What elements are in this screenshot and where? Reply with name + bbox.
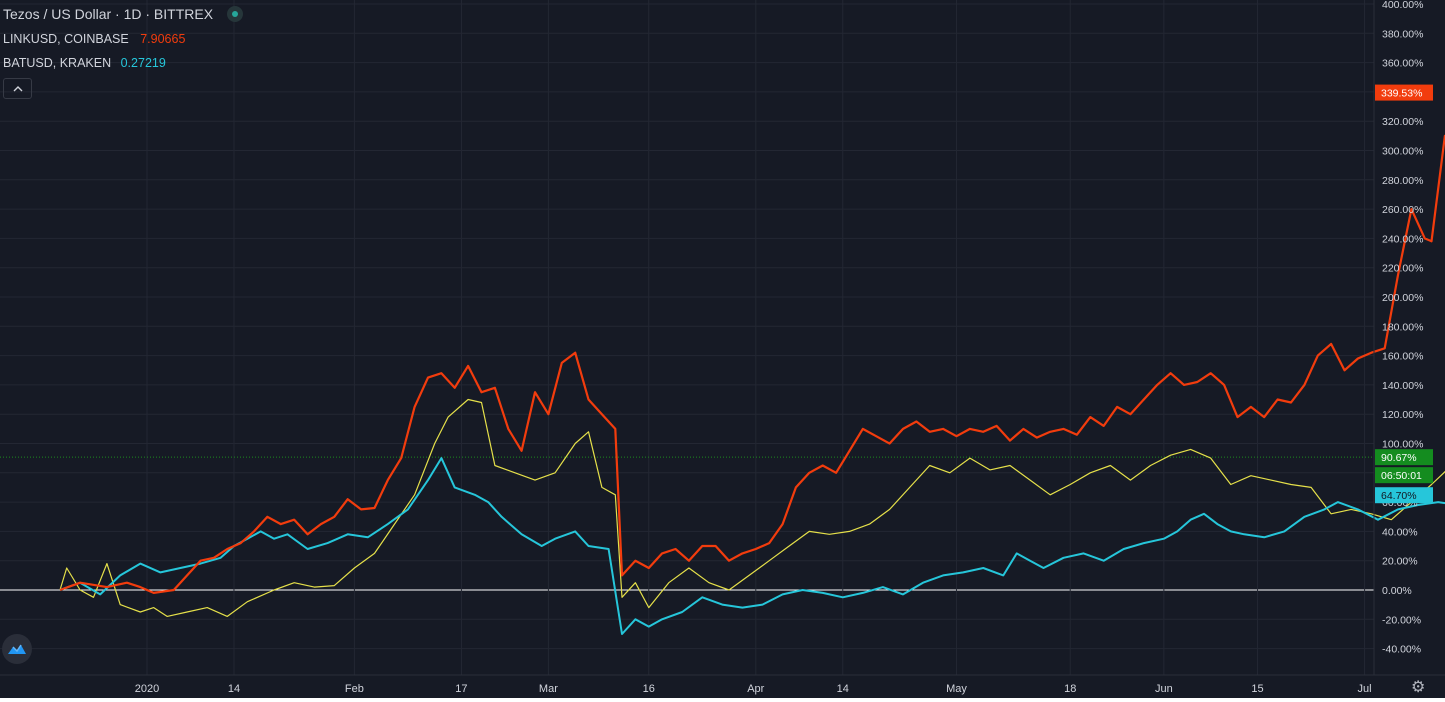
logo-glyph [8, 644, 26, 654]
price-scale-badges: 339.53% 90.67% 06:50:01 64.70% [1375, 84, 1433, 504]
x-tick-label: Feb [345, 683, 364, 695]
series-line-linkusd [59, 134, 1445, 594]
market-status-icon [226, 6, 243, 22]
y-tick-label: 40.00% [1382, 526, 1418, 538]
x-tick-label: 18 [1064, 683, 1076, 695]
y-tick-label: 360.00% [1382, 58, 1423, 70]
x-tick-label: Jun [1155, 683, 1173, 695]
chart-series [59, 134, 1445, 635]
chart-grid [0, 0, 1374, 675]
bat-symbol-label: BATUSD, KRAKEN [3, 56, 112, 70]
bat-price-badge-bg [1375, 487, 1433, 504]
compare-legend-bat[interactable]: BATUSD, KRAKEN 0.27219 [3, 56, 166, 70]
chevron-up-icon [13, 85, 22, 91]
y-tick-label: 380.00% [1382, 28, 1423, 40]
bottom-border [0, 698, 1445, 702]
y-tick-label: 180.00% [1382, 321, 1423, 333]
y-tick-label: 220.00% [1382, 263, 1423, 275]
y-tick-label: 100.00% [1382, 439, 1423, 451]
x-tick-label: 14 [837, 683, 849, 695]
link-symbol-label: LINKUSD, COINBASE [3, 32, 129, 46]
y-tick-label: -40.00% [1382, 644, 1421, 656]
link-price-badge-bg [1375, 84, 1433, 101]
y-tick-label: 300.00% [1382, 146, 1423, 158]
x-tick-label: 2020 [135, 683, 159, 695]
time-scale[interactable]: 202014Feb17Mar16Apr14May18Jun15Jul14 [135, 683, 1445, 695]
main-symbol-legend[interactable]: Tezos / US Dollar · 1D · BITTREX [3, 6, 243, 22]
x-tick-label: 14 [228, 683, 240, 695]
y-tick-label: 160.00% [1382, 351, 1423, 363]
y-tick-label: 240.00% [1382, 233, 1423, 245]
gear-icon[interactable]: ⚙ [1411, 679, 1426, 696]
y-tick-label: -20.00% [1382, 614, 1421, 626]
y-tick-label: 120.00% [1382, 409, 1423, 421]
link-value-label: 7.90665 [140, 32, 186, 46]
bat-price-badge: 64.70% [1381, 490, 1417, 502]
tezos-price-badge-bg [1375, 449, 1433, 466]
x-tick-label: May [946, 683, 967, 695]
y-tick-label: 0.00% [1382, 585, 1412, 597]
x-tick-label: 17 [455, 683, 467, 695]
series-line-batusd [59, 457, 1445, 635]
x-tick-label: 15 [1251, 683, 1263, 695]
y-tick-label: 260.00% [1382, 204, 1423, 216]
compare-legend-link[interactable]: LINKUSD, COINBASE 7.90665 [3, 32, 185, 46]
x-tick-label: Jul [1358, 683, 1372, 695]
tezos-price-badge: 90.67% [1381, 452, 1417, 464]
link-price-badge: 339.53% [1381, 88, 1422, 100]
bar-countdown-badge-bg [1375, 467, 1433, 484]
x-tick-label: 16 [643, 683, 655, 695]
legend-collapse-button[interactable] [3, 78, 32, 99]
x-tick-label: Apr [747, 683, 764, 695]
y-tick-label: 200.00% [1382, 292, 1423, 304]
bat-value-label: 0.27219 [120, 56, 166, 70]
y-tick-label: 280.00% [1382, 175, 1423, 187]
y-tick-label: 20.00% [1382, 556, 1418, 568]
series-line-tezos [59, 398, 1445, 617]
y-tick-label: 400.00% [1382, 0, 1423, 11]
bar-countdown-badge: 06:50:01 [1381, 470, 1422, 482]
tradingview-logo-icon[interactable] [2, 634, 32, 664]
x-tick-label: Mar [539, 683, 558, 695]
y-tick-label: 320.00% [1382, 116, 1423, 128]
y-tick-label: 140.00% [1382, 380, 1423, 392]
main-symbol-title: Tezos / US Dollar · 1D · BITTREX [3, 6, 214, 22]
